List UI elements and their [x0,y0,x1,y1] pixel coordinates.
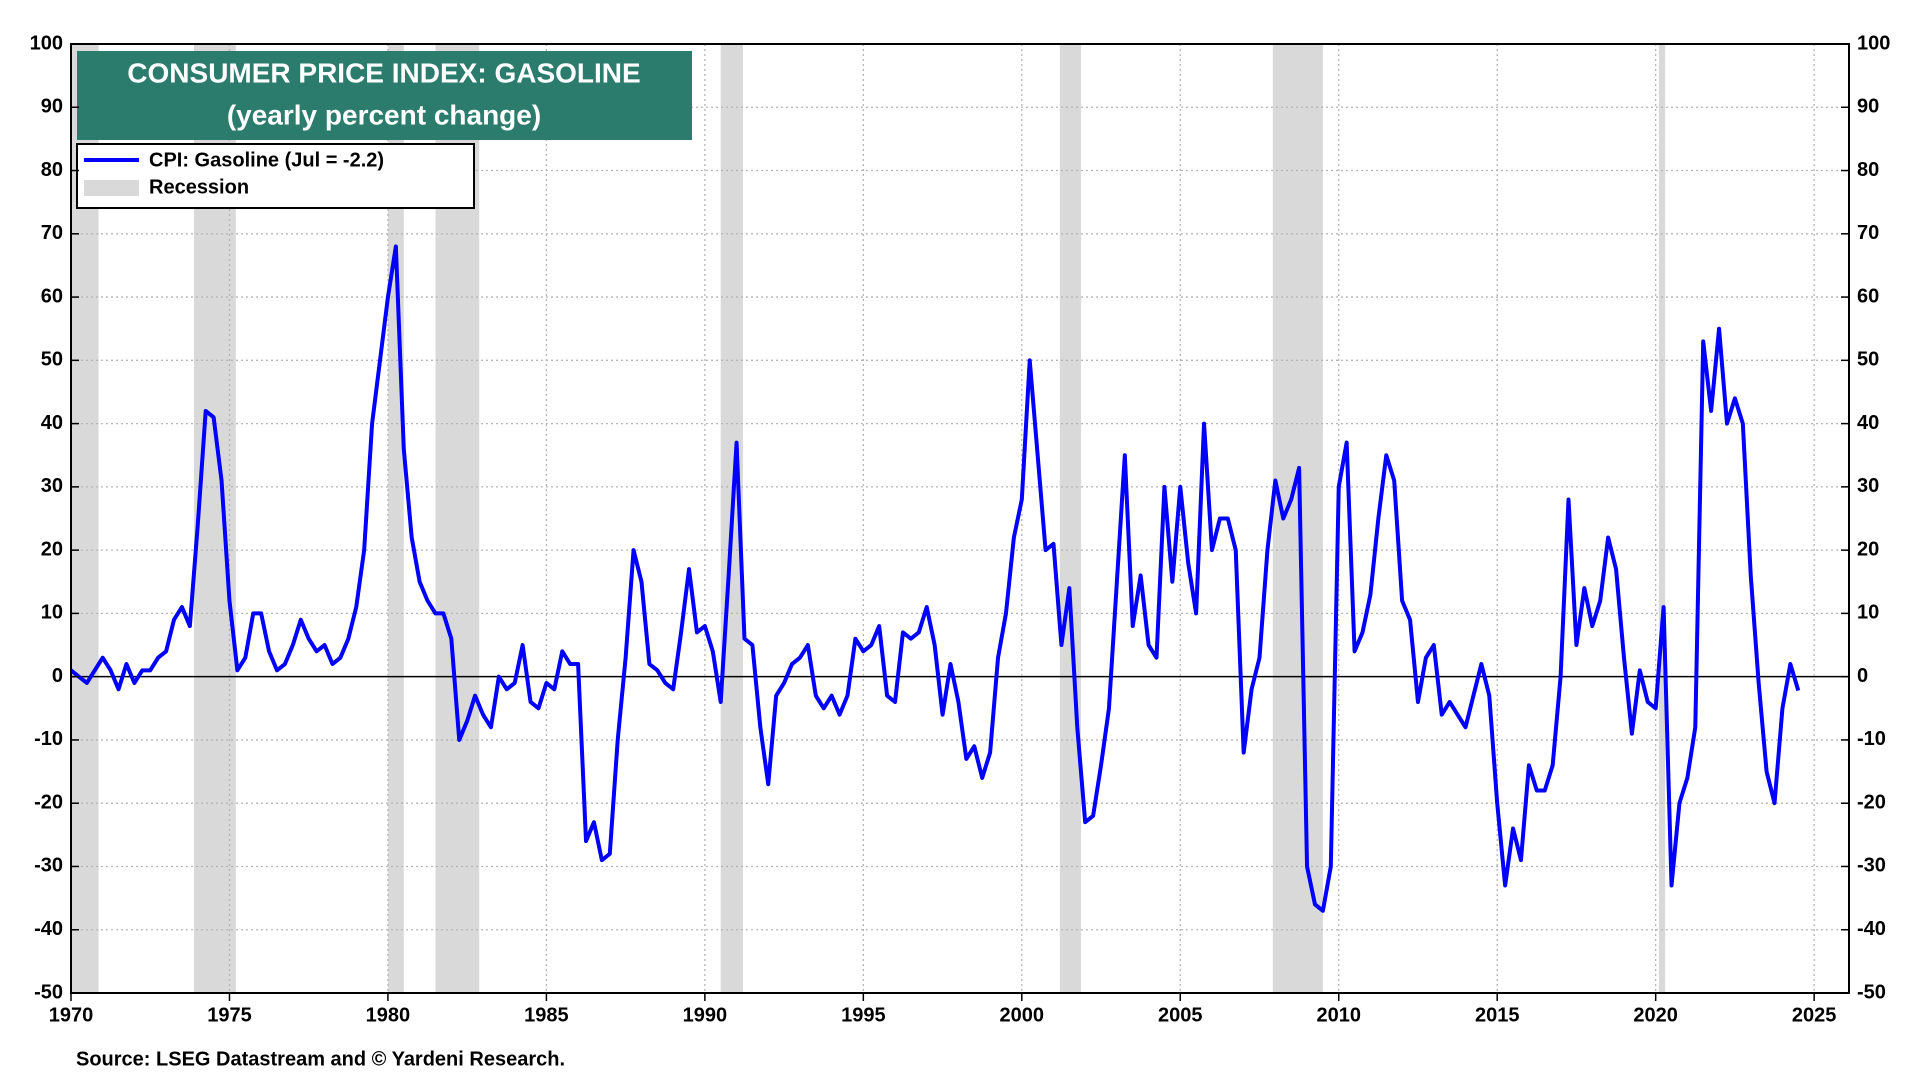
y-tick-label: 100 [30,32,63,54]
y-tick-label: -30 [34,855,63,877]
y-tick-label: 90 [41,96,63,118]
y-tick-label: 80 [41,159,63,181]
chart-title: CONSUMER PRICE INDEX: GASOLINE [127,57,640,88]
x-tick-label: 1995 [841,1004,886,1026]
y-tick-label: -20 [34,791,63,813]
y-tick-label: 40 [41,412,63,434]
y2-tick-label: 30 [1857,475,1879,497]
y2-tick-label: 50 [1857,349,1879,371]
y2-tick-label: 70 [1857,222,1879,244]
y2-tick-label: 90 [1857,96,1879,118]
y-tick-label: -50 [34,981,63,1003]
y2-tick-label: 40 [1857,412,1879,434]
y2-tick-label: -50 [1857,981,1886,1003]
x-tick-label: 1980 [366,1004,411,1026]
x-tick-label: 1975 [207,1004,252,1026]
y2-tick-label: 60 [1857,285,1879,307]
legend-recession-swatch [84,180,139,196]
y2-tick-label: -40 [1857,918,1886,940]
y2-tick-label: -30 [1857,855,1886,877]
y-tick-label: 0 [52,665,63,687]
y2-tick-label: 100 [1857,32,1890,54]
y2-tick-label: 20 [1857,538,1879,560]
x-tick-label: 1990 [683,1004,728,1026]
y2-tick-label: 0 [1857,665,1868,687]
chart-subtitle: (yearly percent change) [227,99,541,130]
y-tick-label: 50 [41,349,63,371]
x-tick-label: 2000 [1000,1004,1045,1026]
y2-tick-label: 10 [1857,602,1879,624]
recession-band [1658,44,1666,993]
legend-box [76,143,475,209]
y-tick-label: -10 [34,728,63,750]
y-tick-label: 30 [41,475,63,497]
y-tick-label: 20 [41,538,63,560]
title-box [77,51,692,140]
recession-band [1272,44,1323,993]
source-note: Source: LSEG Datastream and © Yardeni Re… [76,1048,565,1070]
y2-tick-label: 80 [1857,159,1879,181]
recession-band [1059,44,1082,993]
x-tick-label: 2015 [1475,1004,1520,1026]
plot-frame [70,43,1850,994]
series-line [69,244,1801,913]
y-tick-label: 70 [41,222,63,244]
y2-tick-label: -10 [1857,728,1886,750]
x-tick-label: 2005 [1158,1004,1203,1026]
x-tick-label: 1970 [49,1004,94,1026]
legend-label: CPI: Gasoline (Jul = -2.2) [149,149,384,171]
y-tick-label: -40 [34,918,63,940]
x-tick-label: 1985 [524,1004,569,1026]
x-tick-label: 2020 [1633,1004,1678,1026]
x-tick-label: 2025 [1792,1004,1837,1026]
y2-tick-label: -20 [1857,791,1886,813]
y-tick-label: 60 [41,285,63,307]
legend-label: Recession [149,176,249,198]
y-tick-label: 10 [41,602,63,624]
line-layer [69,244,1801,913]
x-tick-label: 2010 [1316,1004,1361,1026]
